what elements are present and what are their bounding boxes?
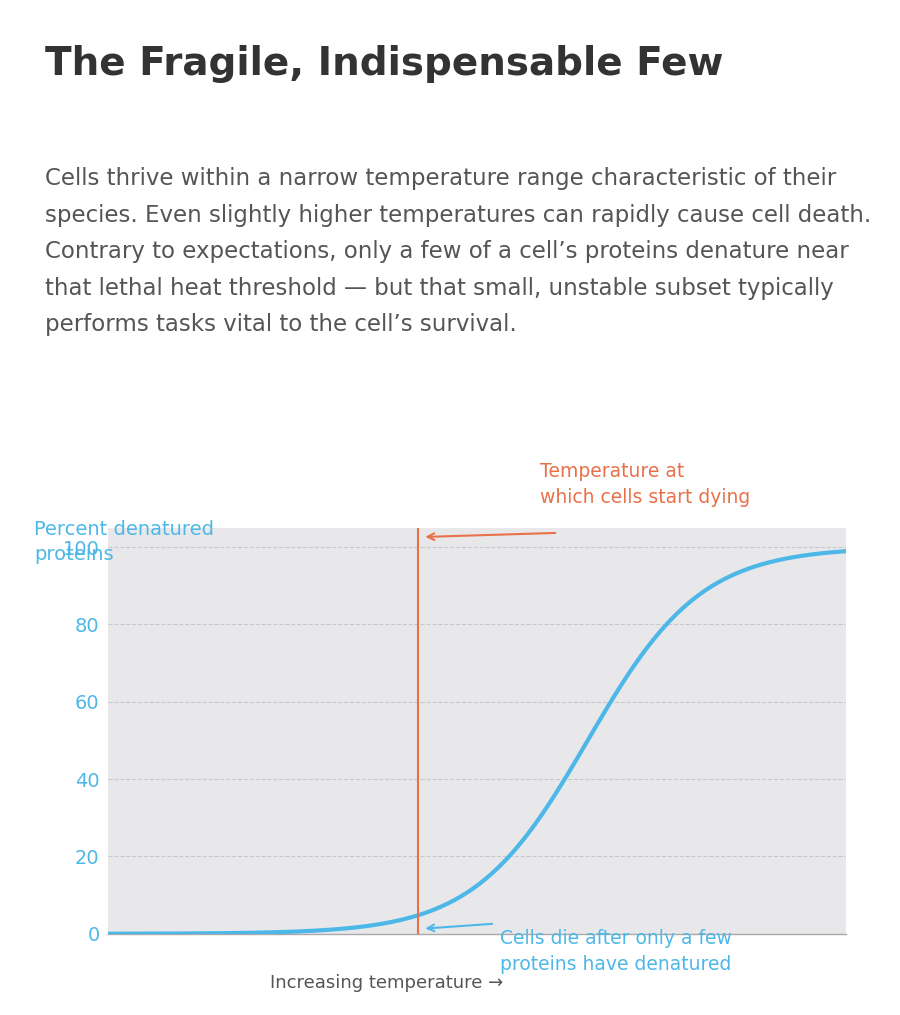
Text: Percent denatured
proteins: Percent denatured proteins xyxy=(34,520,214,563)
Text: Increasing temperature →: Increasing temperature → xyxy=(270,974,504,993)
Text: Cells thrive within a narrow temperature range characteristic of their species. : Cells thrive within a narrow temperature… xyxy=(45,167,871,337)
Text: The Fragile, Indispensable Few: The Fragile, Indispensable Few xyxy=(45,45,724,82)
Text: Temperature at
which cells start dying: Temperature at which cells start dying xyxy=(540,462,751,508)
Text: Cells die after only a few
proteins have denatured: Cells die after only a few proteins have… xyxy=(500,929,732,974)
